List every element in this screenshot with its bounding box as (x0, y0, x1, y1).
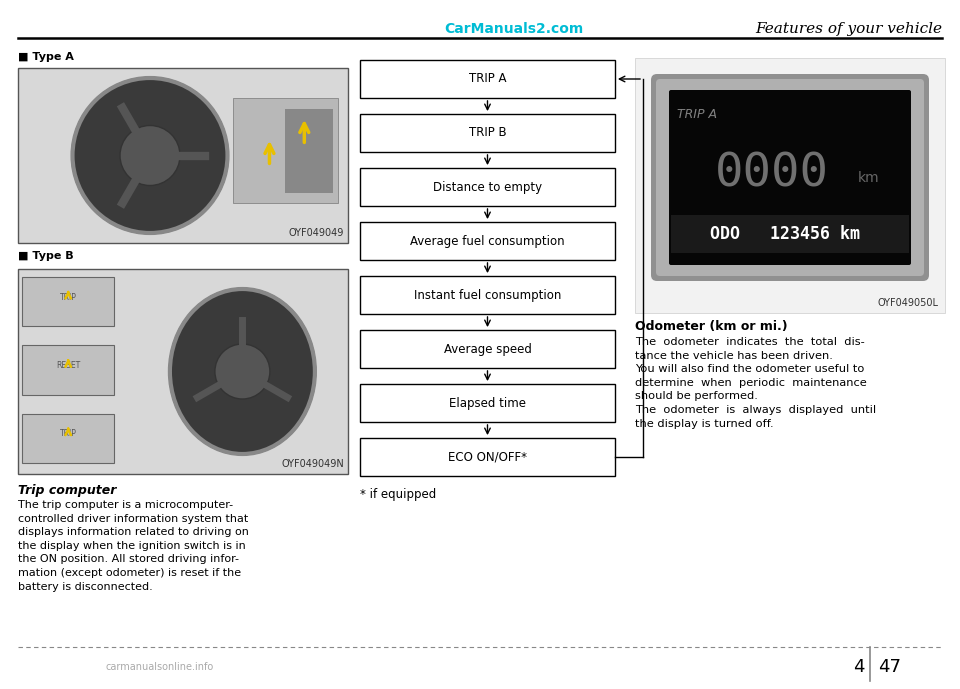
Text: RESET: RESET (56, 361, 81, 370)
Bar (285, 108, 333, 192)
Text: ECO ON/OFF*: ECO ON/OFF* (448, 451, 527, 464)
Text: TRIP B: TRIP B (468, 127, 506, 139)
Text: OYF049049: OYF049049 (289, 228, 344, 238)
Bar (22, 345, 114, 395)
Text: 0000: 0000 (715, 152, 829, 196)
FancyBboxPatch shape (651, 74, 929, 281)
Ellipse shape (73, 78, 228, 233)
Bar (360, 276, 615, 314)
Text: Odometer (km or mi.): Odometer (km or mi.) (635, 320, 787, 333)
Text: TRIP: TRIP (60, 429, 77, 438)
Text: Elapsed time: Elapsed time (449, 396, 526, 409)
Text: CarManuals2.com: CarManuals2.com (444, 22, 584, 36)
Text: carmanualsonline.info: carmanualsonline.info (106, 662, 214, 672)
Text: Instant fuel consumption: Instant fuel consumption (414, 289, 562, 302)
Bar (360, 114, 615, 152)
FancyBboxPatch shape (669, 90, 911, 265)
Text: The  odometer  indicates  the  total  dis-
tance the vehicle has been driven.
Yo: The odometer indicates the total dis- ta… (635, 337, 876, 429)
Bar (22, 413, 114, 463)
Bar (360, 60, 615, 98)
Text: TRIP: TRIP (60, 293, 77, 302)
Text: ■ Type B: ■ Type B (18, 251, 74, 261)
Ellipse shape (170, 289, 315, 454)
Bar (360, 438, 615, 476)
Bar (360, 168, 615, 206)
Text: TRIP A: TRIP A (468, 72, 506, 85)
Text: km: km (858, 170, 879, 185)
Bar (635, 58, 945, 313)
Text: 4: 4 (853, 658, 865, 676)
Text: Trip computer: Trip computer (18, 484, 116, 497)
Text: OYF049050L: OYF049050L (878, 298, 939, 308)
Ellipse shape (215, 344, 270, 399)
Bar (22, 277, 114, 327)
Text: ■ Type A: ■ Type A (18, 52, 74, 62)
Bar (18, 68, 348, 243)
Text: TRIP A: TRIP A (677, 107, 717, 121)
Text: Features of your vehicle: Features of your vehicle (755, 22, 942, 36)
Text: Distance to empty: Distance to empty (433, 181, 542, 194)
Ellipse shape (120, 125, 180, 185)
Bar (360, 384, 615, 422)
FancyBboxPatch shape (656, 79, 924, 276)
Text: OYF049049N: OYF049049N (281, 459, 344, 469)
Bar (18, 269, 348, 474)
Text: * if equipped: * if equipped (360, 488, 436, 501)
Text: 47: 47 (878, 658, 901, 676)
Bar (671, 215, 909, 253)
Text: The trip computer is a microcomputer-
controlled driver information system that
: The trip computer is a microcomputer- co… (18, 500, 249, 592)
Text: Average speed: Average speed (444, 342, 532, 356)
Bar (360, 222, 615, 260)
Text: ODO   123456 km: ODO 123456 km (710, 225, 860, 243)
Text: Average fuel consumption: Average fuel consumption (410, 234, 564, 247)
Bar (232, 98, 338, 203)
Bar (360, 330, 615, 368)
